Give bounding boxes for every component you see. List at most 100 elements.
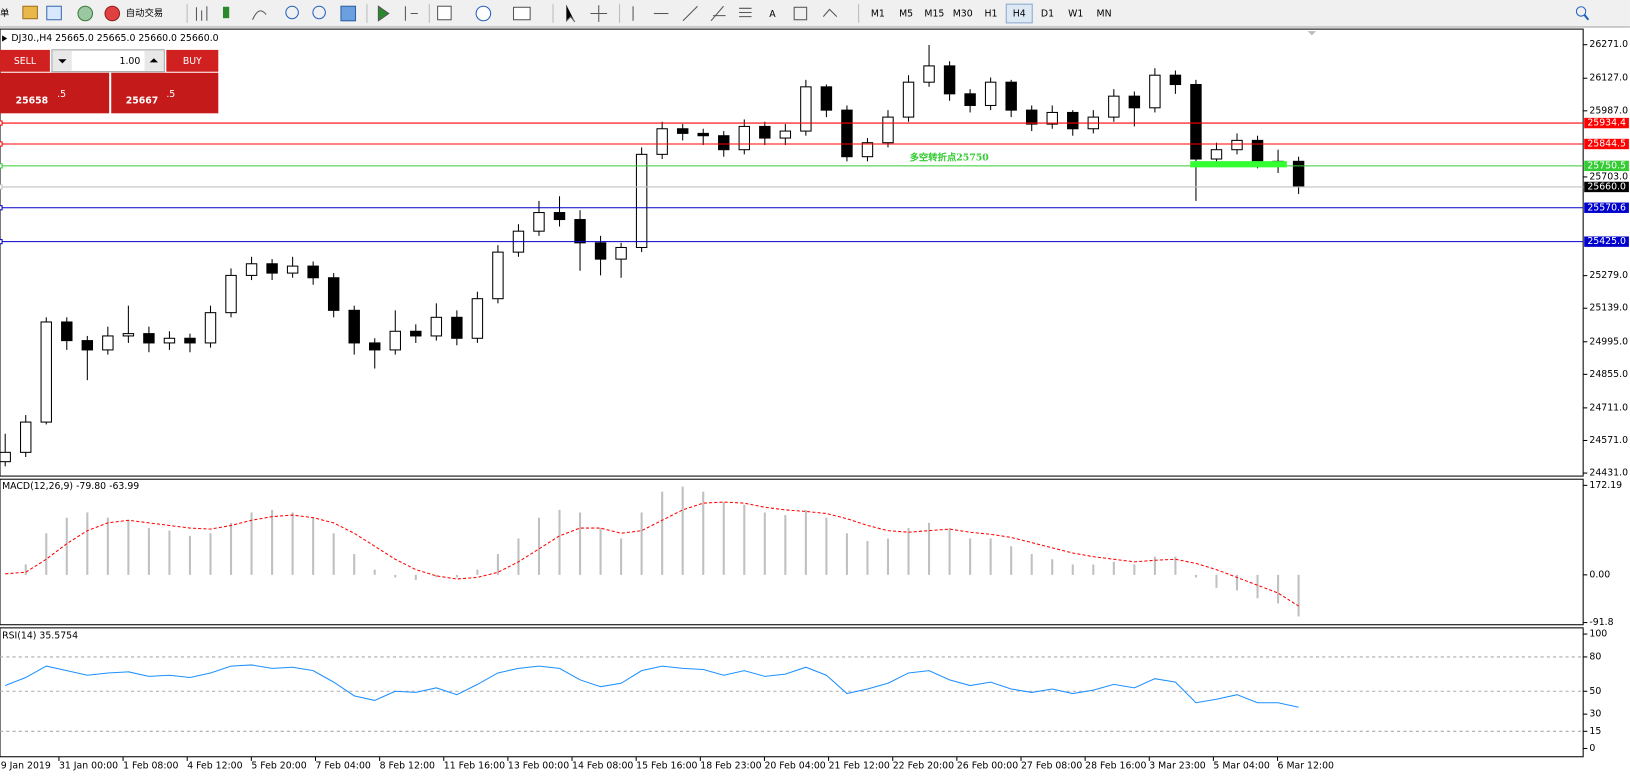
candle-body	[430, 316, 443, 337]
candle-body	[718, 135, 730, 151]
timeframe-button[interactable]: MN	[1097, 9, 1112, 20]
x-tick-label: 15 Feb 16:00	[636, 761, 697, 772]
level-label: 25660.0	[1587, 181, 1626, 192]
icon[interactable]	[77, 5, 94, 22]
y-tick-label: 25987.0	[1589, 105, 1628, 116]
icon[interactable]	[285, 5, 299, 20]
timeframe-button[interactable]: M5	[899, 9, 913, 20]
candle-body	[800, 86, 812, 132]
candle-body	[471, 298, 484, 339]
level-label-box	[1584, 160, 1629, 172]
icon[interactable]: A	[769, 9, 776, 20]
candle-body	[841, 109, 853, 158]
icon[interactable]	[46, 5, 62, 21]
icon[interactable]	[475, 5, 492, 22]
icon[interactable]	[793, 6, 808, 21]
active-timeframe	[1005, 3, 1033, 24]
rsi-panel	[0, 627, 1584, 758]
icon[interactable]	[252, 10, 267, 20]
icon[interactable]	[822, 8, 838, 17]
candle-body	[861, 142, 874, 158]
icon[interactable]	[104, 5, 121, 22]
x-tick-label: 27 Feb 08:00	[1021, 761, 1082, 772]
icon[interactable]	[22, 5, 38, 20]
rsi-line	[5, 664, 1299, 708]
x-tick-label: 31 Jan 00:00	[59, 761, 118, 772]
icon[interactable]	[222, 6, 230, 19]
icon[interactable]	[377, 5, 390, 22]
icon[interactable]	[312, 5, 326, 20]
auto-trade-button[interactable]: 自动交易	[126, 7, 163, 19]
buy-label[interactable]: BUY	[183, 56, 202, 67]
icon[interactable]	[739, 7, 752, 18]
candle-body	[369, 342, 381, 351]
icon[interactable]	[1583, 13, 1590, 21]
icon[interactable]	[1575, 6, 1587, 17]
arrow	[149, 58, 159, 63]
candle-body	[266, 263, 278, 274]
candle-body	[738, 125, 750, 151]
bid-box[interactable]	[0, 72, 110, 114]
candle-body	[1292, 160, 1305, 188]
candle-body	[1025, 109, 1038, 125]
timeframe-button[interactable]: D1	[1041, 9, 1054, 20]
candle-body	[492, 251, 504, 300]
trade-panel: SELL 1.00 BUY 25658 .5 25667 .5	[0, 49, 219, 114]
timeframe-button[interactable]: M30	[953, 9, 973, 20]
candle-body	[1046, 111, 1058, 125]
x-tick-label: 13 Feb 00:00	[508, 761, 569, 772]
icon[interactable]	[195, 6, 208, 21]
sell-label[interactable]: SELL	[14, 56, 37, 67]
x-tick-label: 6 Mar 12:00	[1278, 761, 1334, 772]
icon[interactable]	[340, 5, 357, 22]
timeframe-button[interactable]: M15	[924, 9, 944, 20]
shift-marker	[1307, 31, 1317, 36]
candle-body	[286, 265, 299, 274]
icon[interactable]	[590, 5, 608, 22]
volume[interactable]: 1.00	[120, 56, 141, 67]
sell-button[interactable]	[0, 49, 50, 72]
timeframe-button[interactable]: W1	[1068, 9, 1083, 20]
level-label-box	[1584, 117, 1629, 129]
x-tick-label: 11 Feb 16:00	[444, 761, 505, 772]
toolbar-text[interactable]: 单	[0, 7, 9, 19]
candle-body	[984, 81, 997, 106]
buy-button[interactable]	[166, 49, 219, 72]
y-tick-label: 25279.0	[1589, 270, 1628, 281]
pivot-bar	[1190, 161, 1287, 168]
candle-body	[820, 86, 833, 111]
timeframe-button[interactable]: H1	[984, 9, 997, 20]
candle-body	[882, 116, 894, 144]
x-tick-label: 7 Feb 04:00	[315, 761, 370, 772]
volume-box[interactable]	[51, 49, 165, 73]
rsi-label: RSI(14) 35.5754	[2, 631, 78, 642]
candle-body	[943, 65, 956, 95]
toolbar-icons: A	[22, 4, 1590, 23]
icon[interactable]	[437, 5, 452, 21]
x-tick-label: 4 Feb 12:00	[187, 761, 242, 772]
timeframe-button[interactable]: M1	[871, 9, 885, 20]
collapse-icon	[2, 35, 8, 42]
y-tick-label: 0.00	[1589, 569, 1610, 580]
timeframe-button[interactable]: H4	[1013, 9, 1026, 20]
x-tick-label: 20 Feb 04:00	[764, 761, 825, 772]
icon[interactable]	[682, 5, 698, 22]
y-tick-label: 50	[1589, 686, 1601, 697]
candle-body	[204, 312, 217, 344]
icon[interactable]	[566, 5, 576, 23]
candle-body	[1108, 95, 1120, 118]
annotation: 多空转折点25750	[910, 152, 990, 164]
icon[interactable]	[512, 6, 531, 21]
ask-box[interactable]	[111, 72, 219, 114]
icon[interactable]	[710, 5, 726, 22]
candle-body	[656, 128, 668, 155]
candle-body	[143, 333, 155, 344]
candle-body	[225, 274, 237, 314]
candle-body	[122, 333, 135, 337]
y-tick-label: 25139.0	[1589, 303, 1628, 314]
icon[interactable]	[404, 6, 418, 21]
y-tick-label: 26127.0	[1589, 73, 1628, 84]
candle-body	[1190, 83, 1202, 160]
